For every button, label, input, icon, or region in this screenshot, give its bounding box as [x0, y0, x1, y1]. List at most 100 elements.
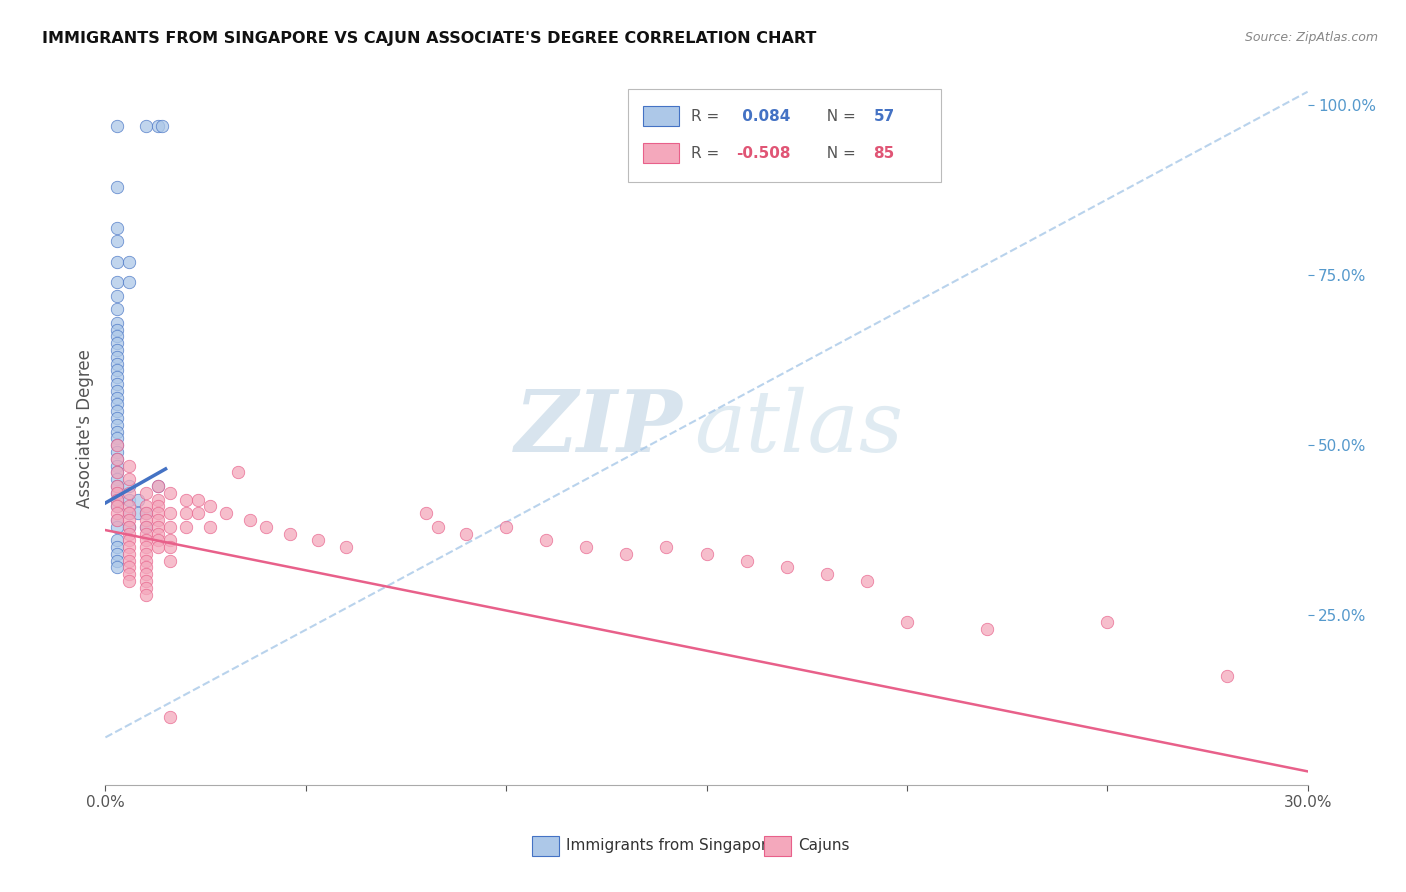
Point	[135, 526, 157, 541]
Point	[118, 567, 141, 582]
Point	[107, 425, 129, 439]
Point	[1216, 669, 1239, 683]
Point	[118, 513, 141, 527]
Point	[976, 622, 998, 636]
Point	[118, 458, 141, 473]
Point	[107, 391, 129, 405]
Point	[575, 540, 598, 554]
Point	[174, 506, 197, 520]
Point	[107, 438, 129, 452]
Point	[135, 581, 157, 595]
Point	[198, 500, 221, 514]
Text: R =: R =	[690, 109, 724, 124]
Point	[107, 554, 129, 568]
Point	[135, 533, 157, 548]
Point	[107, 485, 129, 500]
Point	[127, 492, 149, 507]
Point	[187, 506, 209, 520]
Point	[107, 234, 129, 248]
Point	[135, 119, 157, 133]
Point	[107, 119, 129, 133]
Point	[735, 554, 758, 568]
Point	[118, 254, 141, 268]
Point	[107, 466, 129, 480]
Point	[696, 547, 718, 561]
Point	[107, 519, 129, 533]
Point	[159, 485, 181, 500]
Point	[146, 540, 169, 554]
Point	[118, 472, 141, 486]
Point	[107, 466, 129, 480]
Point	[146, 479, 169, 493]
Point	[655, 540, 678, 554]
Point	[159, 533, 181, 548]
Point	[107, 323, 129, 337]
Bar	[533, 836, 558, 855]
Text: N =: N =	[817, 109, 860, 124]
Point	[1097, 615, 1119, 629]
Point	[254, 519, 277, 533]
Point	[198, 519, 221, 533]
Text: N =: N =	[817, 146, 860, 161]
Point	[135, 560, 157, 574]
Point	[107, 220, 129, 235]
Point	[135, 547, 157, 561]
Point	[107, 336, 129, 351]
Point	[107, 329, 129, 343]
Point	[159, 519, 181, 533]
Point	[118, 526, 141, 541]
Point	[107, 500, 129, 514]
Point	[307, 533, 329, 548]
Point	[118, 574, 141, 588]
Point	[135, 588, 157, 602]
Point	[107, 397, 129, 411]
Point	[135, 540, 157, 554]
Point	[118, 560, 141, 574]
Point	[335, 540, 357, 554]
Text: Cajuns: Cajuns	[797, 838, 849, 853]
Point	[107, 451, 129, 466]
Point	[107, 513, 129, 527]
Point	[159, 710, 181, 724]
Point	[118, 547, 141, 561]
Point	[226, 466, 249, 480]
Point	[118, 540, 141, 554]
Point	[118, 519, 141, 533]
Point	[146, 533, 169, 548]
Point	[107, 370, 129, 384]
Point	[159, 540, 181, 554]
Text: Immigrants from Singapore: Immigrants from Singapore	[565, 838, 776, 853]
Text: R =: R =	[690, 146, 724, 161]
Point	[135, 519, 157, 533]
Point	[107, 316, 129, 330]
Point	[146, 492, 169, 507]
Point	[118, 492, 141, 507]
Point	[107, 533, 129, 548]
Point	[118, 554, 141, 568]
Point	[107, 492, 129, 507]
Point	[107, 472, 129, 486]
Point	[815, 567, 838, 582]
Point	[896, 615, 918, 629]
Point	[159, 506, 181, 520]
Point	[118, 519, 141, 533]
Point	[118, 533, 141, 548]
Text: 0.084: 0.084	[737, 109, 790, 124]
Point	[107, 451, 129, 466]
Point	[107, 560, 129, 574]
Point	[214, 506, 236, 520]
Point	[107, 404, 129, 418]
Point	[107, 479, 129, 493]
Point	[107, 357, 129, 371]
Bar	[643, 144, 679, 163]
Point	[135, 513, 157, 527]
Point	[107, 411, 129, 425]
Point	[107, 431, 129, 445]
Point	[107, 384, 129, 398]
Point	[135, 500, 157, 514]
Text: 85: 85	[873, 146, 894, 161]
Point	[118, 479, 141, 493]
Text: atlas: atlas	[695, 387, 904, 469]
Bar	[643, 106, 679, 127]
Point	[855, 574, 877, 588]
